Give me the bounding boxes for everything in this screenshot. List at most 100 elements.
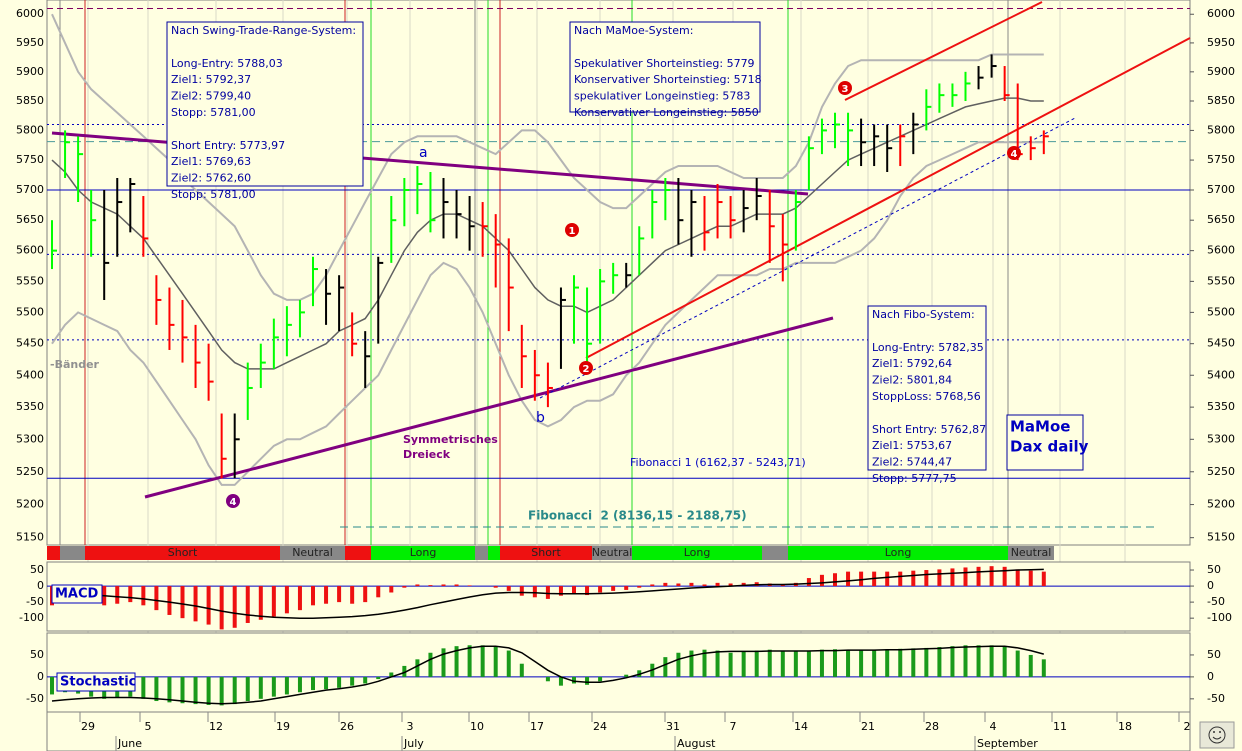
panel-label: Stochastic — [60, 675, 136, 690]
annotation: Fibonacci 2 (8136,15 - 2188,75) — [528, 509, 747, 523]
info-line: Ziel2: 5762,60 — [171, 172, 251, 185]
month-label: June — [117, 737, 142, 750]
x-tick-label: 24 — [593, 720, 607, 733]
signal-line — [51, 568, 1044, 619]
oscillator-bar — [950, 568, 955, 587]
oscillator-bar — [741, 651, 746, 677]
annotation: Dreieck — [403, 448, 451, 461]
oscillator-bar — [154, 676, 159, 702]
y-tick-label: 5250 — [16, 465, 44, 478]
signal-segment — [632, 546, 762, 560]
oscillator-bar — [350, 676, 355, 686]
info-box — [569, 21, 761, 113]
info-line: Stopp: 5781,00 — [171, 188, 256, 201]
signal-segment — [475, 546, 488, 560]
info-line: Ziel1: 5753,67 — [872, 439, 952, 452]
y-tick-label: 5550 — [1207, 274, 1235, 287]
oscillator-bar — [245, 586, 250, 623]
oscillator-bar — [376, 676, 381, 680]
oscillator-bar — [454, 584, 459, 587]
panel-label: MACD — [55, 587, 99, 602]
oscillator-bar — [428, 585, 433, 587]
y-tick-label: 50 — [1207, 563, 1221, 576]
trend-line — [844, 1, 1043, 101]
oscillator-bar — [545, 586, 550, 599]
oscillator-bar — [480, 645, 485, 677]
signal-segment — [488, 546, 500, 560]
oscillator-bar — [167, 676, 172, 703]
y-tick-label: 5650 — [16, 213, 44, 226]
y-tick-label: 0 — [37, 670, 44, 683]
x-tick-label: 21 — [861, 720, 875, 733]
oscillator-bar — [50, 676, 54, 695]
oscillator-bar — [297, 676, 302, 693]
signal-label: Neutral — [1011, 546, 1052, 559]
oscillator-bar — [206, 586, 211, 625]
x-tick-label: 4 — [990, 720, 997, 733]
info-line: Short Entry: 5773,97 — [171, 139, 285, 152]
oscillator-bar — [728, 652, 733, 677]
month-label: August — [677, 737, 716, 750]
oscillator-bar — [297, 586, 302, 611]
y-tick-label: 5500 — [16, 305, 44, 318]
x-axis-area — [46, 711, 1191, 751]
oscillator-bar — [193, 586, 198, 622]
oscillator-bar — [558, 676, 563, 686]
oscillator-bar — [624, 674, 629, 677]
month-label: July — [403, 737, 424, 750]
y-tick-label: -100 — [1207, 611, 1232, 624]
oscillator-bar — [989, 566, 994, 587]
x-tick-label: 5 — [145, 720, 152, 733]
oscillator-bar — [337, 586, 342, 603]
info-line: Long-Entry: 5782,35 — [872, 341, 984, 354]
oscillator-bar — [519, 663, 524, 677]
oscillator-bar — [963, 567, 968, 587]
annotation: a — [419, 145, 428, 161]
oscillator-bar — [545, 676, 550, 682]
brand-text: Dax daily — [1010, 438, 1089, 456]
oscillator-bar — [663, 582, 668, 587]
y-tick-label: 5200 — [16, 498, 44, 511]
oscillator-bar — [1015, 569, 1020, 587]
y-tick-label: 5450 — [16, 337, 44, 350]
oscillator-bar — [937, 647, 942, 677]
info-line: StoppLoss: 5768,56 — [872, 390, 981, 403]
oscillator-bar — [558, 586, 563, 596]
y-tick-label: 5800 — [16, 123, 44, 136]
annotation: b — [536, 410, 545, 426]
signal-segment — [500, 546, 592, 560]
oscillator-bar — [1041, 659, 1046, 677]
oscillator-bar — [872, 649, 877, 677]
y-tick-label: -100 — [19, 611, 44, 624]
x-tick-label: 18 — [1118, 720, 1132, 733]
signal-segment — [762, 546, 788, 560]
smiley-icon[interactable] — [1199, 721, 1235, 749]
info-box — [166, 21, 364, 187]
info-line: Long-Entry: 5788,03 — [171, 57, 283, 70]
annotation: Symmetrisches — [403, 433, 498, 446]
oscillator-bar — [415, 659, 420, 677]
marker-circle — [579, 361, 593, 375]
oscillator-bar — [911, 648, 916, 677]
signal-label: Short — [168, 546, 198, 559]
info-line: Ziel1: 5769,63 — [171, 155, 251, 168]
oscillator-bar — [1002, 646, 1007, 677]
info-title: Nach Fibo-System: — [872, 308, 975, 321]
oscillator-bar — [898, 571, 903, 587]
x-tick-label: 14 — [794, 720, 808, 733]
oscillator-bar — [154, 586, 159, 611]
oscillator-bar — [258, 676, 263, 699]
y-tick-label: 5750 — [1207, 153, 1235, 166]
oscillator-bar — [219, 586, 224, 630]
oscillator-bar — [637, 586, 642, 588]
marker-label: 4 — [1011, 149, 1018, 160]
oscillator-bar — [402, 586, 407, 588]
panel-label-box — [51, 584, 103, 604]
y-tick-label: 50 — [30, 563, 44, 576]
oscillator-bar — [454, 646, 459, 677]
oscillator-bar — [715, 650, 720, 677]
signal-segment — [1008, 546, 1054, 560]
y-tick-label: 5600 — [1207, 244, 1235, 257]
y-tick-label: 5250 — [1207, 465, 1235, 478]
